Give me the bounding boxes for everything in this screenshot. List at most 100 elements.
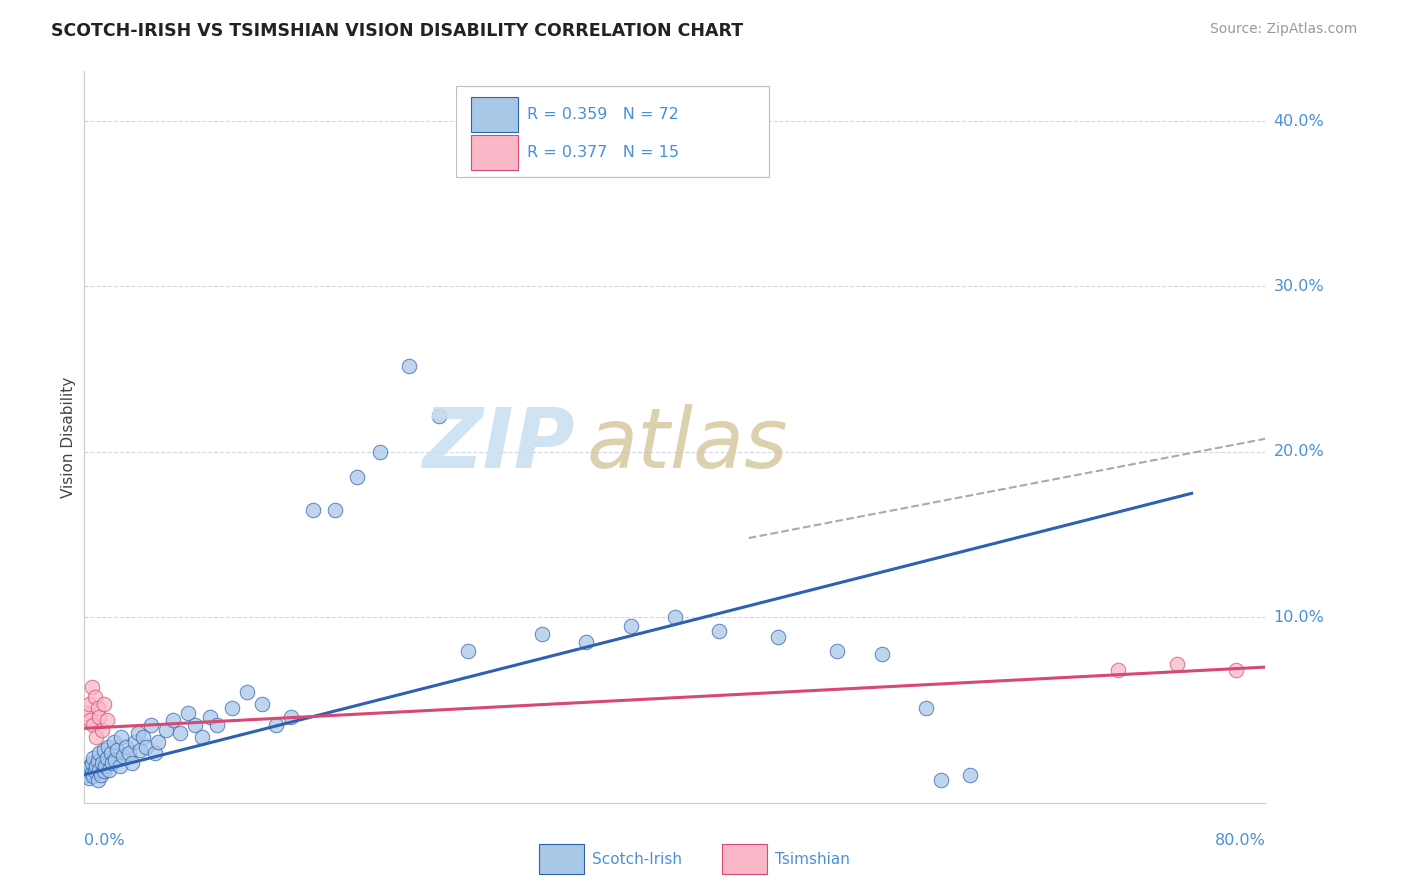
- Point: [929, 772, 952, 787]
- FancyBboxPatch shape: [538, 845, 583, 874]
- Point: [111, 749, 134, 764]
- Point: [427, 409, 450, 423]
- Point: [79, 713, 101, 727]
- Point: [90, 767, 112, 781]
- Point: [98, 763, 121, 777]
- Point: [101, 756, 124, 770]
- Point: [82, 769, 104, 783]
- Point: [768, 630, 790, 644]
- Point: [97, 739, 120, 754]
- Point: [135, 739, 157, 754]
- Point: [103, 734, 125, 748]
- Point: [118, 746, 141, 760]
- Point: [398, 359, 420, 373]
- Point: [100, 746, 122, 760]
- Text: 80.0%: 80.0%: [1215, 833, 1265, 848]
- Point: [709, 624, 731, 638]
- Point: [108, 759, 131, 773]
- Point: [169, 726, 191, 740]
- Point: [86, 772, 108, 787]
- Text: 0.0%: 0.0%: [84, 833, 125, 848]
- Text: Source: ZipAtlas.com: Source: ZipAtlas.com: [1209, 22, 1357, 37]
- Point: [96, 713, 118, 727]
- FancyBboxPatch shape: [723, 845, 768, 874]
- Text: R = 0.377   N = 15: R = 0.377 N = 15: [527, 145, 679, 160]
- Point: [915, 701, 938, 715]
- Point: [82, 751, 104, 765]
- Point: [1225, 664, 1247, 678]
- Point: [870, 647, 893, 661]
- Point: [266, 718, 288, 732]
- Point: [96, 751, 118, 765]
- Point: [84, 759, 107, 773]
- Point: [86, 755, 108, 769]
- Point: [127, 726, 149, 740]
- Point: [177, 706, 200, 721]
- Point: [93, 743, 115, 757]
- Point: [155, 723, 177, 737]
- Point: [91, 756, 114, 770]
- Text: 10.0%: 10.0%: [1274, 610, 1324, 625]
- Point: [368, 445, 391, 459]
- Point: [93, 764, 115, 779]
- Text: Scotch-Irish: Scotch-Irish: [592, 852, 682, 867]
- Point: [83, 690, 105, 704]
- FancyBboxPatch shape: [471, 97, 517, 132]
- Point: [1166, 657, 1188, 671]
- Text: R = 0.359   N = 72: R = 0.359 N = 72: [527, 107, 679, 122]
- Point: [531, 627, 554, 641]
- Point: [1107, 664, 1129, 678]
- Point: [76, 763, 98, 777]
- Text: 20.0%: 20.0%: [1274, 444, 1324, 459]
- Point: [83, 764, 105, 779]
- Point: [124, 734, 146, 748]
- Point: [77, 771, 100, 785]
- Point: [664, 610, 686, 624]
- Point: [325, 503, 347, 517]
- Point: [575, 635, 598, 649]
- Point: [121, 756, 143, 770]
- Text: 30.0%: 30.0%: [1274, 279, 1324, 294]
- Point: [184, 718, 207, 732]
- Point: [191, 730, 214, 744]
- Point: [959, 767, 981, 781]
- Point: [280, 710, 302, 724]
- Point: [87, 710, 111, 724]
- Point: [84, 730, 107, 744]
- Text: 40.0%: 40.0%: [1274, 113, 1324, 128]
- Point: [302, 503, 325, 517]
- Point: [198, 710, 221, 724]
- Text: Tsimshian: Tsimshian: [775, 852, 851, 867]
- Point: [105, 743, 128, 757]
- Text: ZIP: ZIP: [422, 404, 575, 485]
- Point: [236, 685, 259, 699]
- Point: [132, 730, 155, 744]
- Point: [139, 718, 162, 732]
- Point: [91, 723, 114, 737]
- Point: [114, 739, 136, 754]
- Point: [207, 718, 229, 732]
- Point: [162, 713, 184, 727]
- Point: [346, 470, 368, 484]
- Point: [75, 706, 97, 721]
- Point: [87, 763, 111, 777]
- Text: atlas: atlas: [586, 404, 787, 485]
- Point: [79, 759, 101, 773]
- FancyBboxPatch shape: [457, 86, 769, 178]
- Point: [80, 680, 103, 694]
- Point: [457, 643, 479, 657]
- Point: [148, 734, 170, 748]
- Point: [110, 730, 132, 744]
- Text: SCOTCH-IRISH VS TSIMSHIAN VISION DISABILITY CORRELATION CHART: SCOTCH-IRISH VS TSIMSHIAN VISION DISABIL…: [51, 22, 742, 40]
- Y-axis label: Vision Disability: Vision Disability: [60, 376, 76, 498]
- Point: [86, 701, 108, 715]
- Point: [104, 753, 127, 767]
- Point: [94, 759, 117, 773]
- Point: [82, 718, 104, 732]
- Point: [620, 618, 643, 632]
- Point: [75, 767, 97, 781]
- Point: [250, 697, 273, 711]
- Point: [129, 743, 152, 757]
- Point: [80, 756, 103, 770]
- Point: [221, 701, 243, 715]
